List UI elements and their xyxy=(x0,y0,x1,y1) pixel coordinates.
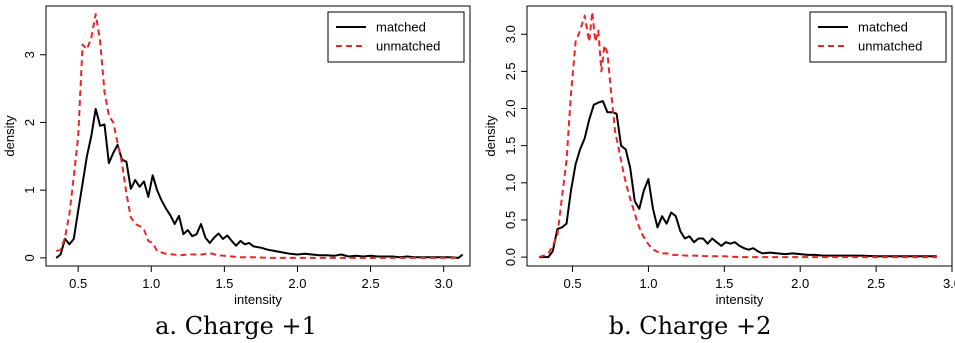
panel-charge-2: 0.5 1.0 1.5 2.0 2.5 3.0 0.0 0.5 1.0 1.5 2.0 2.5 3.0 i… xyxy=(483,5,955,340)
y-tick-label: 2 xyxy=(22,119,37,126)
x-tick-label: 2.0 xyxy=(791,276,809,291)
legend: matched unmatched xyxy=(327,11,465,63)
legend-label-unmatched: unmatched xyxy=(376,39,440,54)
x-tick-label: 1.5 xyxy=(215,276,233,291)
y-tick-label: 2.0 xyxy=(503,99,518,117)
panel-charge-1: 0.5 1.0 1.5 2.0 2.5 3.0 0 1 2 3 intensity density ma… xyxy=(2,5,471,340)
y-tick-label: 3.0 xyxy=(503,25,518,43)
y-tick-label: 1.5 xyxy=(503,137,518,155)
y-tick-label: 0 xyxy=(22,254,37,261)
series-line-unmatched xyxy=(55,13,459,259)
x-tick-label: 1.0 xyxy=(639,276,657,291)
legend-label-unmatched: unmatched xyxy=(858,39,922,54)
legend-label-matched: matched xyxy=(376,20,426,35)
panel-caption: b. Charge +2 xyxy=(609,312,772,340)
x-tick-label: 2.5 xyxy=(867,276,885,291)
series-line-unmatched xyxy=(538,10,937,259)
y-axis-title: density xyxy=(483,115,498,157)
x-tick-label: 3.0 xyxy=(435,276,453,291)
y-tick-label: 3 xyxy=(22,51,37,58)
legend-box xyxy=(809,11,947,63)
x-tick-label: 3.0 xyxy=(943,276,955,291)
x-tick-label: 0.5 xyxy=(69,276,87,291)
x-axis-title: intensity xyxy=(234,292,282,307)
x-tick-label: 2.0 xyxy=(288,276,306,291)
series-line-matched xyxy=(539,100,937,259)
x-tick-label: 1.0 xyxy=(142,276,160,291)
y-tick-label: 1 xyxy=(22,187,37,194)
legend-box xyxy=(327,11,465,63)
legend: matched unmatched xyxy=(809,11,947,63)
series-line-matched xyxy=(55,107,464,259)
panel-caption: a. Charge +1 xyxy=(155,312,317,340)
y-tick-label: 1.0 xyxy=(503,174,518,192)
y-axis-title: density xyxy=(2,115,17,157)
legend-label-matched: matched xyxy=(858,20,908,35)
plot-frame xyxy=(45,5,471,267)
x-axis-title: intensity xyxy=(716,292,764,307)
x-tick-label: 0.5 xyxy=(563,276,581,291)
y-tick-label: 0.5 xyxy=(503,211,518,229)
x-tick-label: 1.5 xyxy=(715,276,733,291)
plot-frame xyxy=(526,5,953,267)
y-tick-label: 0.0 xyxy=(503,248,518,266)
y-tick-label: 2.5 xyxy=(503,62,518,80)
x-tick-label: 2.5 xyxy=(362,276,380,291)
